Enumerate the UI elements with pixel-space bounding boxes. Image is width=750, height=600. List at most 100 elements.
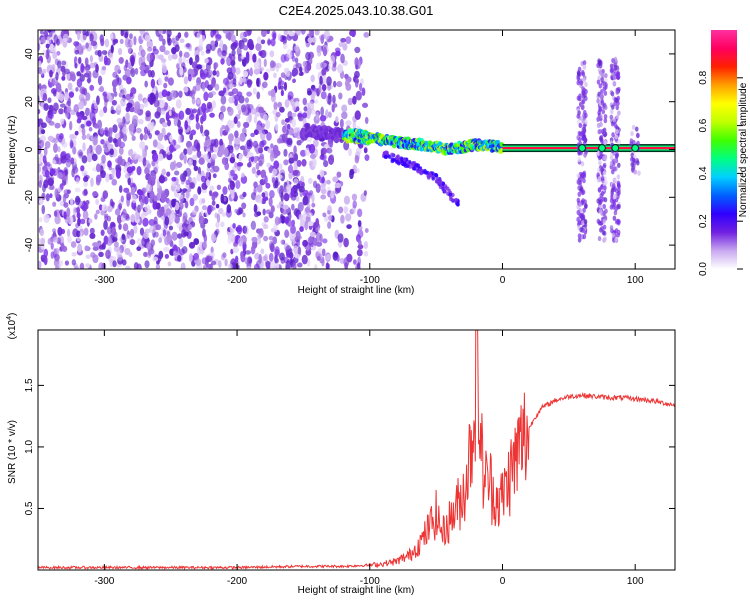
spectrogram-cell [166, 171, 171, 177]
spectrogram-cell [221, 212, 227, 217]
spectrogram-cell [184, 219, 189, 228]
spectrogram-cell [190, 109, 195, 118]
spectrogram-column-cell [600, 77, 604, 83]
spectrogram-cell [80, 218, 86, 225]
spectrogram-cell [97, 49, 102, 57]
spectrogram-cell [72, 146, 77, 155]
spectrogram-cell [274, 150, 281, 157]
spectrogram-cell [336, 63, 344, 74]
spectrogram-cell [306, 203, 311, 213]
spectrogram-cell [176, 162, 183, 168]
spectrogram-cell [57, 146, 61, 153]
spectrogram-column-cell [617, 110, 621, 116]
spectrogram-cell [207, 162, 212, 169]
spectrogram-cell [103, 220, 108, 230]
spectrogram-cell [57, 226, 63, 236]
spectrogram-cell [38, 109, 41, 115]
spectrogram-cell [92, 191, 98, 197]
spectrogram-cell [54, 154, 59, 162]
spectrogram-column-cell [603, 104, 608, 111]
spectrogram-cell [349, 170, 354, 180]
spectrogram-cell [60, 118, 65, 125]
spectrogram-cell [321, 256, 325, 267]
spectrogram-cell [126, 166, 134, 174]
spectrogram-cell [82, 210, 89, 220]
spectrogram-cell [162, 38, 166, 46]
spectrogram-column-cell [602, 86, 607, 92]
spectrogram-cell [189, 197, 195, 207]
spectrogram-cell [126, 76, 132, 85]
spectrogram-cell [74, 187, 81, 193]
spectrogram-cell [205, 172, 210, 178]
spectrogram-cell [119, 38, 124, 45]
spectrogram-trace-cell [438, 141, 443, 147]
spectrogram-column-cell [602, 203, 607, 210]
spectrogram-x-tick-label: -100 [360, 275, 380, 286]
spectrogram-cell [101, 204, 108, 212]
spectrogram-cell [71, 252, 77, 257]
spectrogram-cell [106, 205, 113, 213]
spectrogram-column-cell [616, 232, 620, 238]
spectrogram-cell [319, 233, 323, 243]
spectrogram-cell [327, 111, 332, 119]
spectrogram-cell [238, 95, 245, 104]
spectrogram-cell [116, 247, 122, 258]
spectrogram-cell [288, 157, 295, 164]
spectrogram-cell [100, 229, 105, 236]
spectrogram-cell [298, 185, 305, 193]
colorbar-tick-label: 0.2 [698, 214, 709, 228]
spectrogram-column-cell [609, 108, 614, 115]
spectrogram-y-tick-label: 0 [24, 146, 35, 152]
spectrogram-column-cell [612, 117, 616, 123]
spectrogram-cell [136, 165, 142, 176]
spectrogram-column-cell [583, 219, 588, 225]
spectrogram-cell [262, 81, 268, 89]
spectrogram-cell [312, 180, 318, 189]
spectrogram-cell [196, 173, 201, 182]
spectrogram-column-cell [612, 183, 616, 189]
spectrogram-cell [130, 186, 136, 196]
spectrogram-trace-cell [345, 139, 350, 144]
spectrogram-cell [292, 78, 297, 84]
spectrogram-cell [72, 166, 79, 174]
spectrogram-cell [92, 137, 98, 146]
spectrogram-cell [155, 264, 161, 269]
spectrogram-cell [276, 138, 283, 144]
spectrogram-cell [315, 241, 323, 247]
spectrogram-cell [282, 125, 287, 134]
spectrogram-cell [53, 210, 58, 217]
spectrogram-cell [146, 53, 153, 63]
spectrogram-cell [59, 93, 64, 102]
spectrogram-column-cell [599, 88, 604, 95]
spectrogram-cell [125, 172, 130, 179]
spectrogram-cell [56, 172, 63, 179]
spectrogram-cell [111, 168, 117, 176]
spectrogram-cell [221, 125, 226, 130]
spectrogram-cell [169, 213, 176, 222]
spectrogram-cell [355, 90, 362, 101]
spectrogram-cell [108, 165, 113, 171]
spectrogram-column-cell [580, 189, 585, 196]
spectrogram-cell [315, 227, 320, 233]
spectrogram-cell [230, 169, 235, 177]
spectrogram-cell [53, 102, 59, 111]
spectrogram-cell [285, 245, 292, 255]
spectrogram-cell [341, 104, 348, 113]
spectrogram-cell [315, 111, 320, 121]
spectrogram-column-cell [615, 153, 619, 159]
spectrogram-cell [320, 61, 324, 69]
spectrogram-cell [85, 200, 90, 205]
spectrogram-branch-cell [443, 184, 448, 189]
spectrogram-cell [356, 248, 363, 257]
spectrogram-cell [253, 181, 258, 189]
spectrogram-cell [219, 138, 224, 147]
snr-x-tick-label: -300 [94, 576, 114, 587]
spectrogram-cell [202, 111, 207, 122]
spectrogram-column-cell [598, 114, 602, 121]
snr-x-ticks: -300 -200 -100 0 100 [94, 330, 644, 587]
spectrogram-cell [98, 204, 103, 211]
spectrogram-column-cell [634, 126, 639, 132]
spectrogram-cell [59, 103, 66, 108]
spectrogram-cell [93, 123, 100, 129]
spectrogram-cell [167, 37, 172, 46]
